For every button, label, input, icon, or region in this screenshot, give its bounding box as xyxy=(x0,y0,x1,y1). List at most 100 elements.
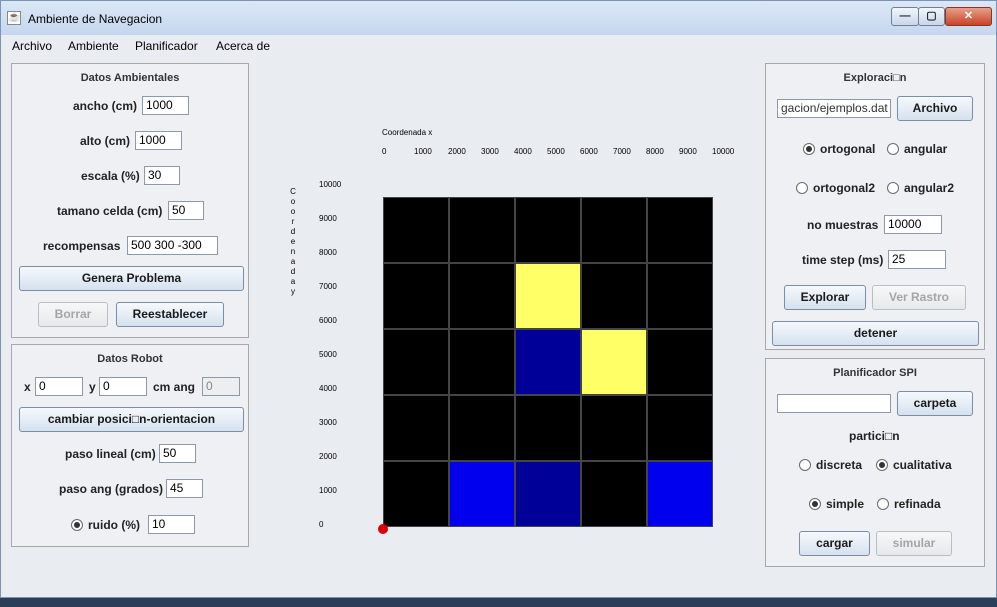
discreta-label: discreta xyxy=(816,458,863,472)
carpeta-path-input[interactable] xyxy=(777,394,891,413)
maximize-button[interactable]: ▢ xyxy=(918,7,945,26)
ver-rastro-button[interactable]: Ver Rastro xyxy=(872,285,966,310)
recompensas-input[interactable]: 500 300 -300 xyxy=(127,236,218,255)
discreta-radio[interactable] xyxy=(799,459,811,471)
cualitativa-radio[interactable] xyxy=(876,459,888,471)
ang-input[interactable]: 0 xyxy=(202,377,240,396)
grid-cell[interactable] xyxy=(383,395,449,461)
grid-cell[interactable] xyxy=(515,197,581,263)
ruido-radio[interactable] xyxy=(71,519,83,531)
paso-lineal-input[interactable]: 50 xyxy=(159,444,196,463)
ruido-input[interactable]: 10 xyxy=(148,515,195,534)
grid-cell[interactable] xyxy=(581,329,647,395)
no-muestras-input[interactable]: 10000 xyxy=(884,215,942,234)
grid-cell[interactable] xyxy=(647,461,713,527)
time-step-input[interactable]: 25 xyxy=(888,250,946,269)
y-tick-label: 6000 xyxy=(319,316,337,325)
y-tick-label: 5000 xyxy=(319,350,337,359)
paso-ang-input[interactable]: 45 xyxy=(166,479,203,498)
grid-cell[interactable] xyxy=(383,263,449,329)
grid-cell[interactable] xyxy=(647,197,713,263)
grid-cell[interactable] xyxy=(647,395,713,461)
no-muestras-label: no muestras xyxy=(807,218,879,232)
x-tick-label: 9000 xyxy=(679,147,697,156)
ancho-input[interactable]: 1000 xyxy=(142,96,189,115)
x-tick-label: 6000 xyxy=(580,147,598,156)
x-tick-label: 3000 xyxy=(481,147,499,156)
y-tick-label: 7000 xyxy=(319,282,337,291)
grid-cell[interactable] xyxy=(383,197,449,263)
menu-planificador[interactable]: Planificador xyxy=(135,39,198,53)
recompensas-label: recompensas xyxy=(43,239,121,253)
grid-cell[interactable] xyxy=(581,263,647,329)
tamano-celda-label: tamano celda (cm) xyxy=(57,204,163,218)
ortogonal-radio[interactable] xyxy=(803,143,815,155)
grid-cell[interactable] xyxy=(581,197,647,263)
angular2-radio[interactable] xyxy=(887,182,899,194)
tamano-celda-input[interactable]: 50 xyxy=(168,201,204,220)
grid-cell[interactable] xyxy=(383,461,449,527)
y-input[interactable]: 0 xyxy=(99,377,147,396)
borrar-button[interactable]: Borrar xyxy=(38,302,108,327)
exploracion-title: Exploraci□n xyxy=(843,72,907,84)
grid-cell[interactable] xyxy=(515,263,581,329)
grid-cell[interactable] xyxy=(449,197,515,263)
explorar-button[interactable]: Explorar xyxy=(784,285,866,310)
grid-cell[interactable] xyxy=(449,329,515,395)
window-title: Ambiente de Navegacion xyxy=(28,12,163,26)
grid-cell[interactable] xyxy=(515,329,581,395)
title-bar: ☕ Ambiente de Navegacion — ▢ ✕ xyxy=(1,1,996,35)
planificador-spi-title: Planificador SPI xyxy=(833,367,917,379)
grid-cell[interactable] xyxy=(647,263,713,329)
ancho-label: ancho (cm) xyxy=(73,99,138,113)
cargar-button[interactable]: cargar xyxy=(799,531,870,556)
simular-button[interactable]: simular xyxy=(876,531,952,556)
escala-input[interactable]: 30 xyxy=(144,166,180,185)
cambiar-posicion-button[interactable]: cambiar posici□n-orientacion xyxy=(19,407,244,432)
simple-radio[interactable] xyxy=(809,498,821,510)
grid-cell[interactable] xyxy=(449,263,515,329)
x-tick-label: 5000 xyxy=(547,147,565,156)
detener-button[interactable]: detener xyxy=(772,321,979,346)
reestablecer-button[interactable]: Reestablecer xyxy=(116,302,224,327)
x-tick-label: 0 xyxy=(382,147,387,156)
grid-cell[interactable] xyxy=(383,329,449,395)
angular-radio[interactable] xyxy=(887,143,899,155)
y-tick-label: 10000 xyxy=(319,180,342,189)
y-axis-title: C o o r d e n a d a y xyxy=(290,187,302,296)
minimize-button[interactable]: — xyxy=(891,7,919,26)
y-tick-label: 2000 xyxy=(319,452,337,461)
refinada-radio[interactable] xyxy=(877,498,889,510)
exploracion-panel: Exploraci□n gacion/ejemplos.dat Archivo … xyxy=(765,63,985,350)
genera-problema-button[interactable]: Genera Problema xyxy=(19,266,244,291)
close-button[interactable]: ✕ xyxy=(945,7,992,26)
cualitativa-label: cualitativa xyxy=(893,458,952,472)
menu-ambiente[interactable]: Ambiente xyxy=(68,39,119,53)
archivo-button[interactable]: Archivo xyxy=(897,96,973,121)
archivo-path-input[interactable]: gacion/ejemplos.dat xyxy=(777,99,891,118)
menu-acerca-de[interactable]: Acerca de xyxy=(216,39,271,53)
grid-cell[interactable] xyxy=(647,329,713,395)
grid-cell[interactable] xyxy=(449,395,515,461)
time-step-label: time step (ms) xyxy=(802,253,884,267)
escala-label: escala (%) xyxy=(81,169,140,183)
carpeta-button[interactable]: carpeta xyxy=(897,391,973,416)
taskbar-strip xyxy=(0,598,997,607)
x-tick-label: 1000 xyxy=(414,147,432,156)
refinada-label: refinada xyxy=(894,497,941,511)
grid-cell[interactable] xyxy=(449,461,515,527)
grid-cell[interactable] xyxy=(515,395,581,461)
grid-cell[interactable] xyxy=(581,395,647,461)
x-tick-label: 7000 xyxy=(613,147,631,156)
ortogonal2-radio[interactable] xyxy=(796,182,808,194)
y-label: y xyxy=(89,380,96,394)
x-tick-label: 10000 xyxy=(712,147,735,156)
alto-input[interactable]: 1000 xyxy=(135,131,182,150)
robot-marker xyxy=(378,524,388,534)
menu-archivo[interactable]: Archivo xyxy=(12,39,53,53)
x-input[interactable]: 0 xyxy=(35,377,83,396)
grid-cell[interactable] xyxy=(515,461,581,527)
x-label: x xyxy=(24,380,31,394)
x-axis-title: Coordenada x xyxy=(382,128,433,137)
grid-cell[interactable] xyxy=(581,461,647,527)
